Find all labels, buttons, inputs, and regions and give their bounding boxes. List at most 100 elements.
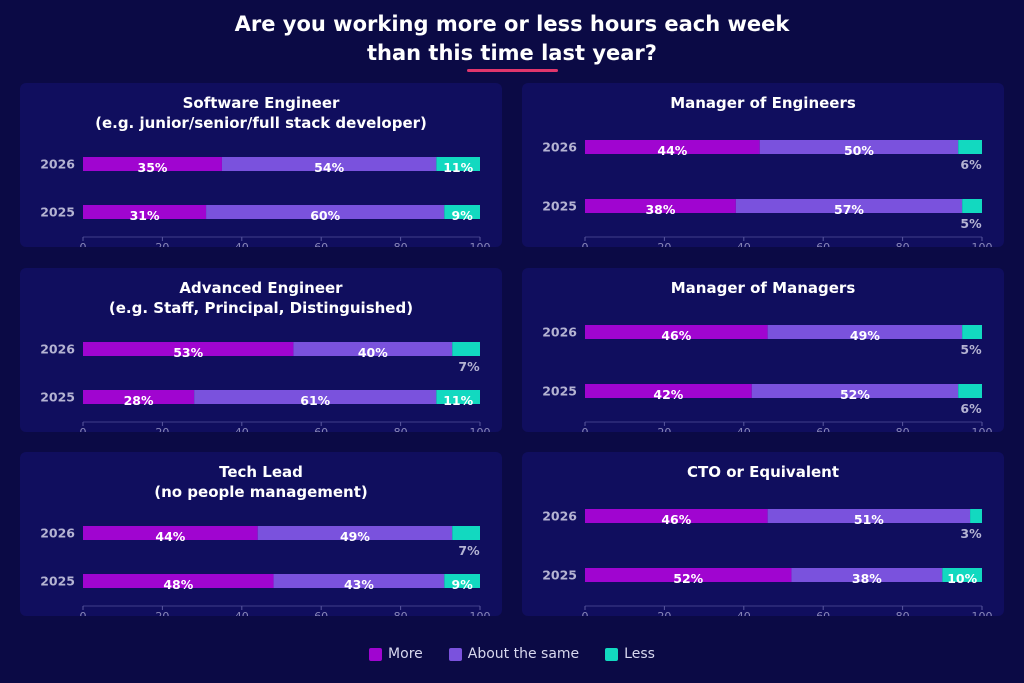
x-tick-label: 0 — [582, 426, 589, 432]
y-category-label: 2026 — [542, 140, 577, 155]
x-tick-label: 80 — [896, 610, 910, 616]
bar-more — [83, 342, 294, 356]
data-label-about-the-same: 54% — [314, 160, 344, 175]
bar-more — [83, 157, 222, 171]
bar-more — [585, 509, 768, 523]
x-tick-label: 80 — [394, 426, 408, 432]
panel-title-line-1: Advanced Engineer — [179, 279, 343, 297]
y-category-label: 2025 — [542, 384, 577, 399]
panel-title-line-1: Software Engineer — [182, 94, 340, 112]
x-tick-label: 60 — [816, 241, 830, 247]
x-tick-label: 80 — [896, 241, 910, 247]
y-category-label: 2026 — [542, 325, 577, 340]
data-label-about-the-same: 49% — [340, 529, 370, 544]
stacked-bar-plot: 0 20 40 60 80 100 2026 46% 49% 5% 2025 42% 52% 6% — [542, 325, 993, 433]
bar-less — [962, 325, 982, 339]
data-label-about-the-same: 60% — [310, 208, 340, 223]
stacked-bar-plot: 0 20 40 60 80 100 2026 44% 50% 6% 2025 38% 57% 5% — [542, 140, 993, 248]
bar-about-the-same — [735, 199, 963, 213]
x-tick-label: 100 — [972, 426, 993, 432]
data-label-more: 42% — [653, 387, 683, 402]
legend-item-about-the-same: About the same — [448, 646, 580, 662]
panel-advanced-engineer: Advanced Engineer (e.g. Staff, Principal… — [20, 268, 502, 432]
x-tick-label: 100 — [470, 241, 491, 247]
data-label-less: 9% — [452, 577, 474, 592]
data-label-about-the-same: 57% — [834, 202, 864, 217]
panel-title-line-1: Manager of Engineers — [670, 94, 856, 112]
data-label-about-the-same: 61% — [300, 393, 330, 408]
bar-more — [83, 526, 258, 540]
y-category-label: 2025 — [40, 574, 75, 589]
panel-manager-of-managers: Manager of Managers 0 20 40 60 80 100 2026 46% 4… — [522, 268, 1004, 432]
data-label-more: 46% — [661, 512, 691, 527]
panel-title: Manager of Engineers — [522, 93, 1004, 113]
x-tick-label: 40 — [737, 610, 751, 616]
legend-label: About the same — [467, 646, 580, 662]
x-tick-label: 40 — [235, 241, 249, 247]
bar-about-the-same — [759, 140, 959, 154]
bar-less — [452, 342, 480, 356]
bar-more — [585, 140, 760, 154]
x-tick-label: 100 — [470, 426, 491, 432]
bar-more — [83, 390, 195, 404]
bar-less — [436, 157, 480, 171]
x-tick-label: 0 — [582, 610, 589, 616]
x-tick-label: 60 — [816, 610, 830, 616]
data-label-about-the-same: 51% — [854, 512, 884, 527]
data-label-less: 5% — [960, 216, 982, 231]
data-label-more: 52% — [673, 571, 703, 586]
x-tick-label: 60 — [816, 426, 830, 432]
data-label-more: 46% — [661, 328, 691, 343]
bar-about-the-same — [751, 384, 959, 398]
bar-about-the-same — [293, 342, 453, 356]
bar-less — [958, 384, 982, 398]
bar-less — [436, 390, 480, 404]
panel-software-engineer: Software Engineer (e.g. junior/senior/fu… — [20, 83, 502, 247]
x-tick-label: 20 — [155, 241, 169, 247]
x-tick-label: 40 — [235, 426, 249, 432]
bar-less — [452, 526, 480, 540]
x-tick-label: 100 — [470, 610, 491, 616]
data-label-less: 5% — [960, 342, 982, 357]
legend-item-more: More — [369, 646, 423, 662]
x-tick-label: 100 — [972, 610, 993, 616]
data-label-more: 48% — [163, 577, 193, 592]
data-label-more: 38% — [645, 202, 675, 217]
panel-title-line-1: Tech Lead — [219, 463, 303, 481]
stacked-bar-plot: 0 20 40 60 80 100 2026 46% 51% 3% 2025 52% 38% 10% — [542, 509, 993, 617]
chart-title-line-2: than this time last year? — [367, 41, 657, 65]
data-label-less: 11% — [443, 393, 473, 408]
panel-title-line-1: Manager of Managers — [670, 279, 856, 297]
data-label-less: 9% — [452, 208, 474, 223]
data-label-less: 10% — [947, 571, 977, 586]
legend-swatch-less — [605, 647, 619, 661]
bar-about-the-same — [767, 509, 971, 523]
y-category-label: 2026 — [40, 342, 75, 357]
legend-swatch-about-the-same — [448, 647, 462, 661]
panel-title-line-2: (e.g. junior/senior/full stack developer… — [95, 114, 427, 132]
bar-less — [958, 140, 982, 154]
x-tick-label: 80 — [896, 426, 910, 432]
legend-label: More — [388, 646, 423, 662]
panel-title-line-1: CTO or Equivalent — [686, 463, 839, 481]
legend: More About the same Less — [0, 646, 1024, 662]
y-category-label: 2026 — [542, 509, 577, 524]
title-underline — [467, 69, 558, 72]
panel-title: Manager of Managers — [522, 278, 1004, 298]
data-label-more: 44% — [657, 143, 687, 158]
data-label-less: 7% — [458, 543, 480, 558]
data-label-more: 28% — [124, 393, 154, 408]
y-category-label: 2025 — [40, 205, 75, 220]
bar-about-the-same — [791, 568, 943, 582]
data-label-less: 7% — [458, 359, 480, 374]
y-category-label: 2025 — [542, 199, 577, 214]
y-category-label: 2025 — [542, 568, 577, 583]
x-tick-label: 40 — [737, 426, 751, 432]
y-category-label: 2026 — [40, 526, 75, 541]
x-tick-label: 80 — [394, 610, 408, 616]
data-label-about-the-same: 38% — [852, 571, 882, 586]
x-tick-label: 20 — [657, 610, 671, 616]
x-tick-label: 60 — [314, 426, 328, 432]
x-tick-label: 60 — [314, 241, 328, 247]
x-tick-label: 100 — [972, 241, 993, 247]
